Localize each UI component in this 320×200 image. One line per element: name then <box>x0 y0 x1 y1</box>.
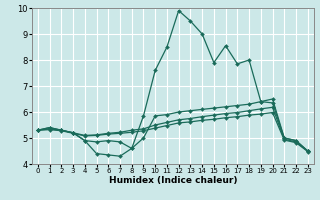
X-axis label: Humidex (Indice chaleur): Humidex (Indice chaleur) <box>108 176 237 185</box>
